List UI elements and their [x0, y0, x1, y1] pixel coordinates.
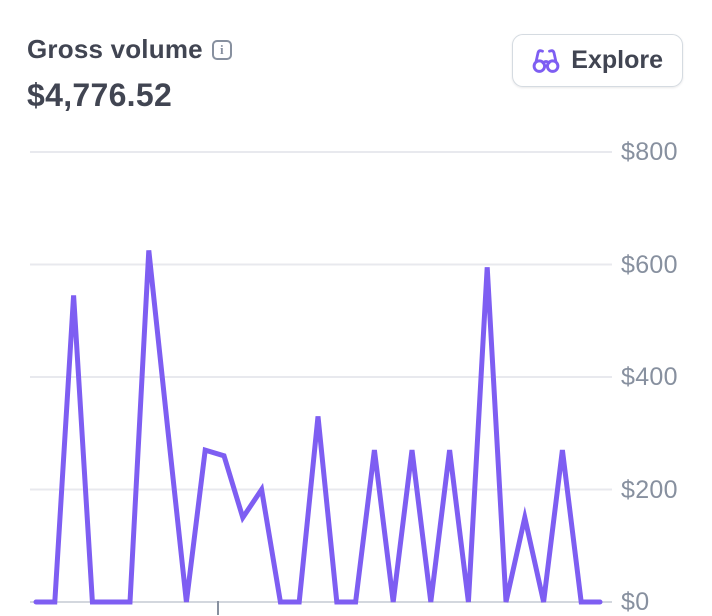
- y-axis-label: $600: [621, 250, 678, 279]
- explore-button[interactable]: Explore: [512, 34, 683, 87]
- chart-line-series: [33, 250, 603, 605]
- info-icon[interactable]: i: [211, 39, 232, 60]
- binoculars-icon: [532, 48, 560, 74]
- page-title: Gross volume: [27, 34, 203, 64]
- card-header: Gross volume i $4,776.52: [27, 34, 232, 114]
- chart-gridlines: [30, 151, 612, 603]
- explore-button-label: Explore: [571, 46, 663, 74]
- y-axis-label: $200: [621, 475, 678, 504]
- y-axis-label: $800: [621, 138, 678, 166]
- y-axis-label: $400: [621, 363, 678, 391]
- y-axis-label: $0: [621, 588, 650, 616]
- gross-volume-amount: $4,776.52: [27, 77, 173, 113]
